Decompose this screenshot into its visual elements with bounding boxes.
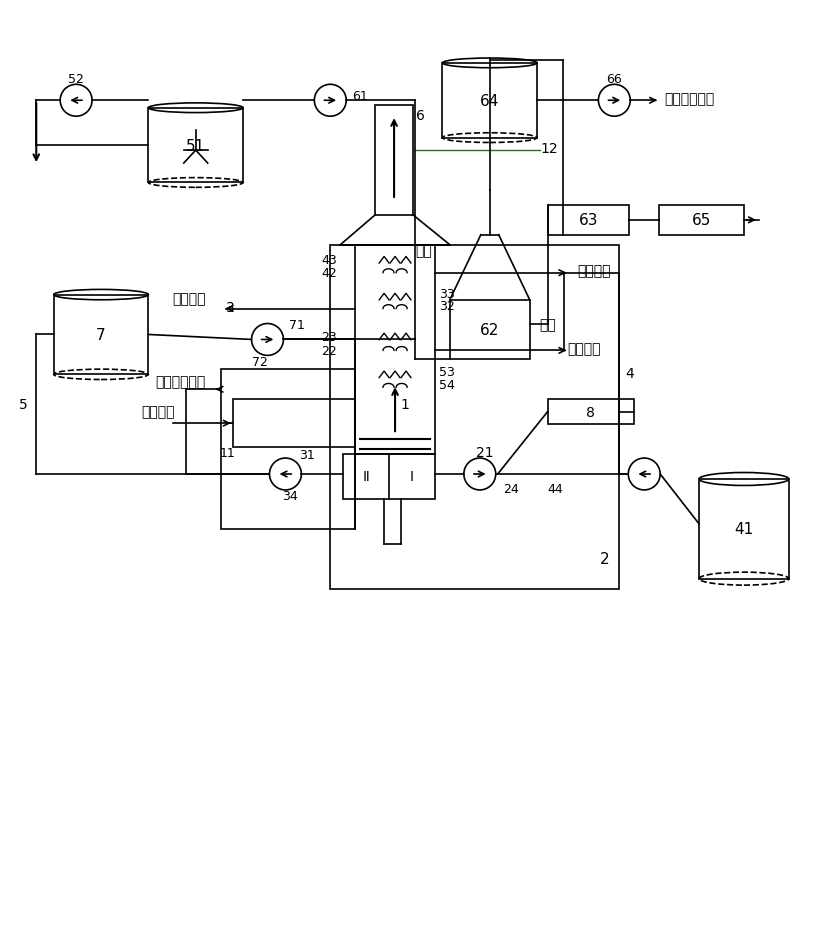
Text: 32: 32 <box>439 300 455 312</box>
Text: 72: 72 <box>251 356 267 368</box>
Text: 21: 21 <box>476 446 494 460</box>
Bar <box>355 245 435 455</box>
Text: 42: 42 <box>321 267 337 279</box>
Text: 63: 63 <box>579 213 598 228</box>
Bar <box>344 455 435 499</box>
Text: 51: 51 <box>186 139 205 154</box>
Bar <box>548 400 634 425</box>
Bar <box>232 400 355 447</box>
Text: 母液回浓浆箱: 母液回浓浆箱 <box>664 93 714 106</box>
Text: 54: 54 <box>439 379 455 392</box>
Text: 12: 12 <box>540 142 559 156</box>
Text: 53: 53 <box>439 365 455 379</box>
Text: 水洗回流: 水洗回流 <box>578 264 611 278</box>
Bar <box>442 64 537 139</box>
Bar <box>548 206 629 236</box>
Text: 44: 44 <box>548 483 564 496</box>
Text: 34: 34 <box>282 490 298 503</box>
Text: 62: 62 <box>480 323 500 338</box>
Bar <box>699 480 788 579</box>
Text: 二段回流: 二段回流 <box>172 293 206 306</box>
Text: 41: 41 <box>735 522 754 537</box>
Text: 66: 66 <box>607 73 622 86</box>
Text: 31: 31 <box>300 448 315 461</box>
Text: 23: 23 <box>321 330 337 344</box>
Text: 底流: 底流 <box>415 244 432 258</box>
Text: 33: 33 <box>439 288 455 301</box>
Text: 64: 64 <box>480 93 500 109</box>
Text: 3: 3 <box>226 300 234 314</box>
Bar <box>330 245 619 589</box>
Text: 2: 2 <box>599 551 609 566</box>
Text: 8: 8 <box>587 405 595 419</box>
Text: 6: 6 <box>416 110 424 123</box>
Text: Ⅱ: Ⅱ <box>363 470 369 484</box>
Text: 1: 1 <box>401 397 409 412</box>
Text: Ⅰ: Ⅰ <box>410 470 414 484</box>
Text: 回流至浓缩箱: 回流至浓缩箱 <box>155 375 206 389</box>
Bar <box>375 106 413 215</box>
Bar <box>450 300 530 360</box>
Bar <box>659 206 744 236</box>
Bar <box>54 295 149 375</box>
Text: 43: 43 <box>321 254 337 267</box>
Text: 22: 22 <box>321 345 337 358</box>
Bar <box>149 109 243 183</box>
Text: 一段回流: 一段回流 <box>568 342 601 356</box>
Text: 24: 24 <box>503 483 519 496</box>
Text: 52: 52 <box>68 73 84 86</box>
Text: 7: 7 <box>96 328 106 343</box>
Text: 71: 71 <box>290 319 305 331</box>
Text: 锅炉烟气: 锅炉烟气 <box>141 405 174 419</box>
Text: 5: 5 <box>19 397 27 412</box>
Text: 溢流: 溢流 <box>540 318 556 332</box>
Bar <box>221 370 355 530</box>
Text: 11: 11 <box>220 447 236 459</box>
Text: 65: 65 <box>692 213 711 228</box>
Text: 4: 4 <box>625 367 633 381</box>
Text: 61: 61 <box>352 90 368 103</box>
